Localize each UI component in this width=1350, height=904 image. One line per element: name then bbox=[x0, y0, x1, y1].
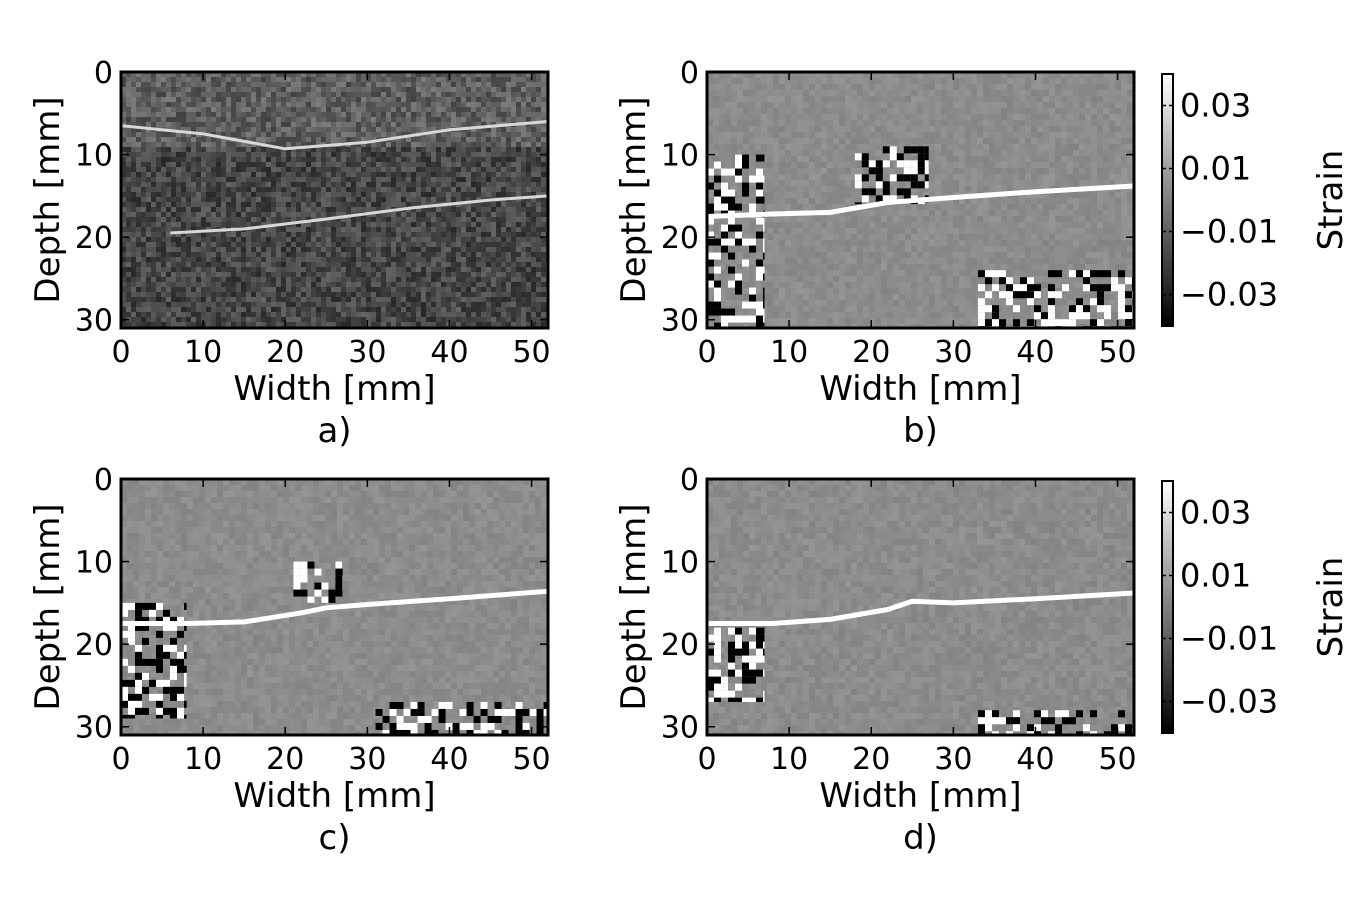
x-tick-label: 30 bbox=[348, 335, 386, 370]
x-tick-label: 40 bbox=[1016, 742, 1054, 777]
y-tick-label: 30 bbox=[661, 304, 699, 339]
y-tick-label: 30 bbox=[661, 711, 699, 746]
x-tick-label: 0 bbox=[697, 742, 716, 777]
x-tick-label: 10 bbox=[770, 742, 808, 777]
y-tick-label: 10 bbox=[661, 546, 699, 581]
x-tick-label: 10 bbox=[770, 335, 808, 370]
x-tick-label: 40 bbox=[430, 335, 468, 370]
x-tick-label: 10 bbox=[184, 335, 222, 370]
image-texture bbox=[707, 479, 1134, 735]
colorbar-tick-label: 0.03 bbox=[1180, 87, 1251, 125]
y-axis-label: Depth [mm] bbox=[28, 96, 68, 303]
colorbar-tick-label: 0.01 bbox=[1180, 150, 1251, 188]
y-tick-label: 20 bbox=[661, 628, 699, 663]
x-tick-label: 0 bbox=[697, 335, 716, 370]
x-tick-label: 20 bbox=[266, 742, 304, 777]
colorbar-tick-label: −0.01 bbox=[1180, 213, 1278, 251]
colorbar-tick-label: 0.03 bbox=[1180, 494, 1251, 532]
x-tick-label: 50 bbox=[1098, 742, 1136, 777]
y-tick-label: 0 bbox=[94, 56, 113, 91]
y-tick-label: 30 bbox=[75, 711, 113, 746]
y-tick-label: 0 bbox=[94, 463, 113, 498]
x-tick-label: 10 bbox=[184, 742, 222, 777]
x-axis-label: Width [mm] bbox=[233, 776, 435, 816]
y-axis-label: Depth [mm] bbox=[614, 96, 654, 303]
colorbar: 0.03 0.01 −0.01 −0.03 Strain bbox=[1162, 74, 1350, 326]
colorbar-gradient bbox=[1162, 481, 1173, 733]
x-tick-label: 0 bbox=[111, 742, 130, 777]
x-tick-label: 30 bbox=[934, 335, 972, 370]
colorbar-gradient bbox=[1162, 74, 1173, 326]
y-tick-label: 20 bbox=[75, 628, 113, 663]
y-axis-label: Depth [mm] bbox=[614, 503, 654, 710]
y-tick-label: 10 bbox=[75, 546, 113, 581]
x-tick-label: 50 bbox=[512, 742, 550, 777]
panel-caption: c) bbox=[319, 818, 351, 858]
x-tick-label: 50 bbox=[1098, 335, 1136, 370]
y-tick-label: 0 bbox=[680, 463, 699, 498]
colorbar-label: Strain bbox=[1311, 150, 1350, 251]
colorbar-tick-label: −0.03 bbox=[1180, 276, 1278, 314]
x-tick-label: 30 bbox=[934, 742, 972, 777]
panel-caption: d) bbox=[903, 818, 938, 858]
panel-caption: b) bbox=[903, 411, 938, 451]
x-tick-label: 20 bbox=[852, 335, 890, 370]
colorbar-tick-label: −0.03 bbox=[1180, 683, 1278, 721]
x-axis-label: Width [mm] bbox=[819, 369, 1021, 409]
y-tick-label: 20 bbox=[661, 221, 699, 256]
panel-caption: a) bbox=[317, 411, 351, 451]
x-tick-label: 20 bbox=[852, 742, 890, 777]
colorbar-tick-label: −0.01 bbox=[1180, 620, 1278, 658]
y-tick-label: 20 bbox=[75, 221, 113, 256]
colorbar-tick-label: 0.01 bbox=[1180, 557, 1251, 595]
colorbar: 0.03 0.01 −0.01 −0.03 Strain bbox=[1162, 481, 1350, 733]
y-tick-label: 10 bbox=[661, 139, 699, 174]
x-tick-label: 50 bbox=[512, 335, 550, 370]
y-tick-label: 10 bbox=[75, 139, 113, 174]
y-tick-label: 30 bbox=[75, 304, 113, 339]
y-axis-label: Depth [mm] bbox=[28, 503, 68, 710]
x-tick-label: 40 bbox=[430, 742, 468, 777]
y-tick-label: 0 bbox=[680, 56, 699, 91]
x-tick-label: 30 bbox=[348, 742, 386, 777]
colorbar-label: Strain bbox=[1311, 557, 1350, 658]
x-axis-label: Width [mm] bbox=[819, 776, 1021, 816]
x-tick-label: 40 bbox=[1016, 335, 1054, 370]
x-tick-label: 20 bbox=[266, 335, 304, 370]
x-tick-label: 0 bbox=[111, 335, 130, 370]
x-axis-label: Width [mm] bbox=[233, 369, 435, 409]
